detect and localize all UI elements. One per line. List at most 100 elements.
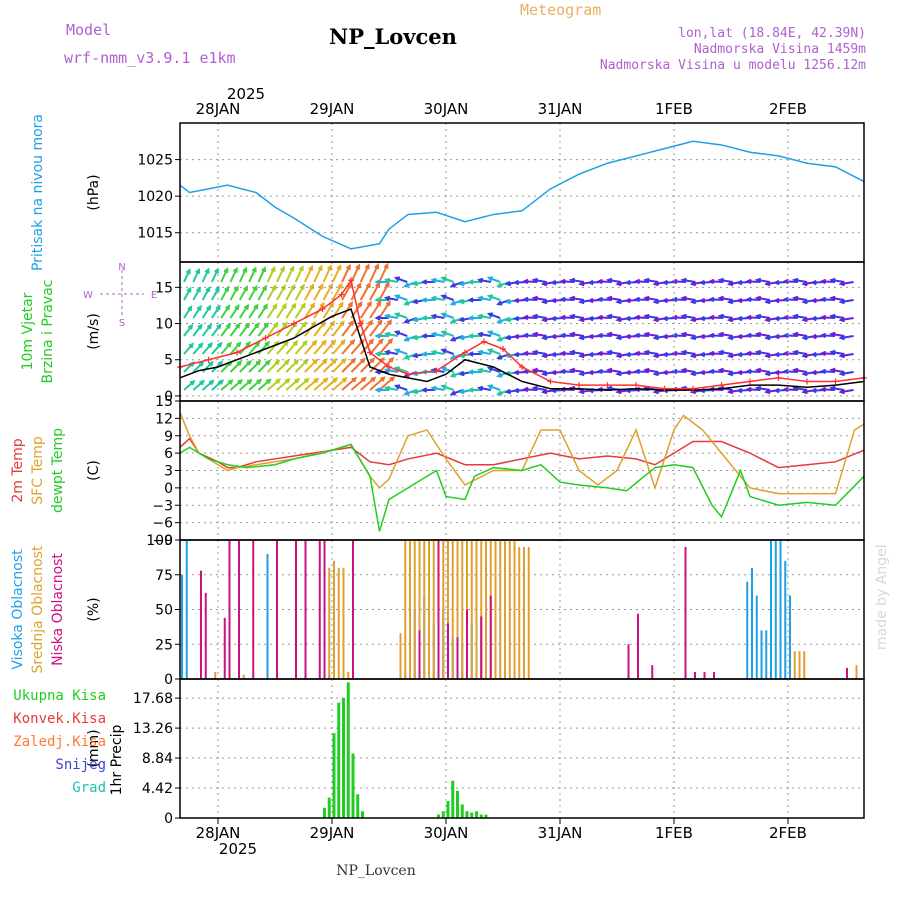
wind-arrow-head	[486, 312, 494, 318]
wind-arrow-head	[339, 320, 345, 327]
precip-bar	[441, 811, 445, 818]
wind-arrow-head	[301, 321, 307, 327]
wind-arrow-head	[403, 390, 410, 396]
gust-marker	[690, 385, 696, 392]
wind-arrow	[378, 320, 392, 337]
wind-arrow-head	[708, 368, 715, 375]
wind-arrow-head	[403, 318, 410, 324]
mid_cloud-bar	[508, 540, 511, 679]
y-tick-label: 1025	[137, 153, 173, 169]
wind-arrow-head	[411, 352, 419, 359]
wind-arrow-head	[255, 359, 262, 366]
wind-arrow-head	[458, 370, 465, 377]
gust-marker	[348, 277, 354, 284]
wind-arrow-head	[522, 296, 529, 303]
wind-arrow-head	[754, 277, 762, 284]
temperature-unit-label: (C)	[86, 460, 102, 481]
wind-arrow-head	[587, 279, 594, 286]
gust-marker	[262, 335, 269, 342]
wind-arrow-head	[270, 265, 276, 272]
wind-arrow	[322, 265, 332, 283]
wind-arrow-head	[320, 320, 326, 327]
wind-arrow-head	[726, 316, 734, 323]
wind-arrow	[359, 264, 370, 283]
wind-arrow-head	[633, 350, 641, 357]
wind-arrow	[276, 378, 290, 391]
high_cloud-bar	[266, 553, 269, 679]
x-axis-labels: 28JAN 28JAN 29JAN 29JAN 30JAN 30JAN 31JAN 31JAN…	[196, 100, 807, 842]
wind-arrow-head	[792, 331, 799, 338]
wind-arrow-head	[233, 285, 239, 292]
wind-arrow-head	[736, 315, 743, 322]
gust-marker	[405, 371, 411, 378]
wind-arrow-head	[615, 298, 622, 305]
wind-arrow	[369, 376, 385, 391]
wind-arrow-head	[736, 279, 743, 286]
wind-arrow-head	[512, 369, 520, 376]
wind-arrow-head	[773, 333, 780, 340]
wind-arrow-head	[504, 280, 512, 287]
wind-arrow-head	[476, 331, 484, 338]
wind-arrow-head	[643, 349, 650, 356]
wind-arrow-head	[411, 298, 419, 305]
wind-arrow-head	[717, 367, 724, 374]
y-tick-label: −3	[152, 498, 173, 514]
wind-arrow-head	[496, 336, 503, 342]
mid_cloud-bar	[418, 540, 421, 679]
wind-arrow	[350, 283, 362, 301]
wind-arrow	[276, 304, 287, 319]
wind-arrow-head	[792, 367, 799, 374]
wind-arrow-head	[188, 342, 195, 349]
wind-arrow-head	[652, 298, 659, 305]
wind-arrow-head	[216, 323, 222, 329]
wind-arrow	[248, 379, 262, 391]
wind-arrow-head	[198, 360, 205, 367]
wind-arrow-head	[661, 279, 668, 286]
wind-arrow-head	[236, 360, 243, 366]
high_cloud-bar	[789, 595, 791, 679]
wind-arrow-head	[347, 301, 354, 308]
gust-marker	[205, 356, 212, 363]
wind-arrow-head	[773, 297, 780, 304]
wind-arrow-head	[476, 313, 484, 320]
wind-arrow-head	[264, 340, 270, 347]
wind-arrow-head	[792, 277, 799, 284]
gust-marker	[500, 345, 506, 352]
gust-marker	[576, 382, 582, 389]
wind-arrow-head	[336, 264, 342, 271]
wind-arrow-head	[754, 349, 762, 356]
wind-arrow	[266, 360, 280, 373]
wind-arrow-head	[559, 332, 566, 339]
wind-arrow	[211, 287, 220, 301]
wind-arrow-head	[291, 302, 297, 309]
y-tick-label: 0	[164, 481, 173, 497]
wind-arrow-head	[504, 316, 512, 323]
wind-arrow	[266, 267, 276, 283]
high_cloud-bar	[181, 574, 183, 679]
wind-arrow-head	[652, 352, 659, 359]
mid_cloud-bar	[333, 560, 335, 679]
wind-arrow-head	[717, 295, 724, 302]
wind-arrow-head	[531, 385, 538, 392]
temperature-axis-title: SFC Temp	[30, 436, 46, 505]
wind-axis-title: 10m Vjetar	[20, 292, 36, 370]
wind-arrow	[322, 377, 338, 391]
wind-arrow	[257, 379, 271, 391]
pressure-line	[179, 140, 865, 250]
wind-arrow-head	[615, 316, 622, 323]
wind-arrow-head	[208, 360, 214, 367]
precip-bar	[446, 801, 450, 818]
wind-arrow	[238, 268, 247, 283]
wind-arrow	[350, 358, 365, 373]
wind-arrow-head	[430, 331, 437, 338]
wind-arrow-head	[578, 334, 585, 341]
wind-arrow-head	[430, 277, 437, 284]
low_cloud-bar	[703, 672, 706, 679]
wind-arrow-head	[745, 296, 752, 303]
wind-arrow-head	[365, 281, 371, 288]
gust-marker	[661, 385, 668, 392]
wind-arrow-head	[531, 295, 538, 302]
precip-legend-item: Zaledj.Kisa	[13, 734, 106, 750]
day-label-top: 29JAN	[310, 100, 355, 118]
